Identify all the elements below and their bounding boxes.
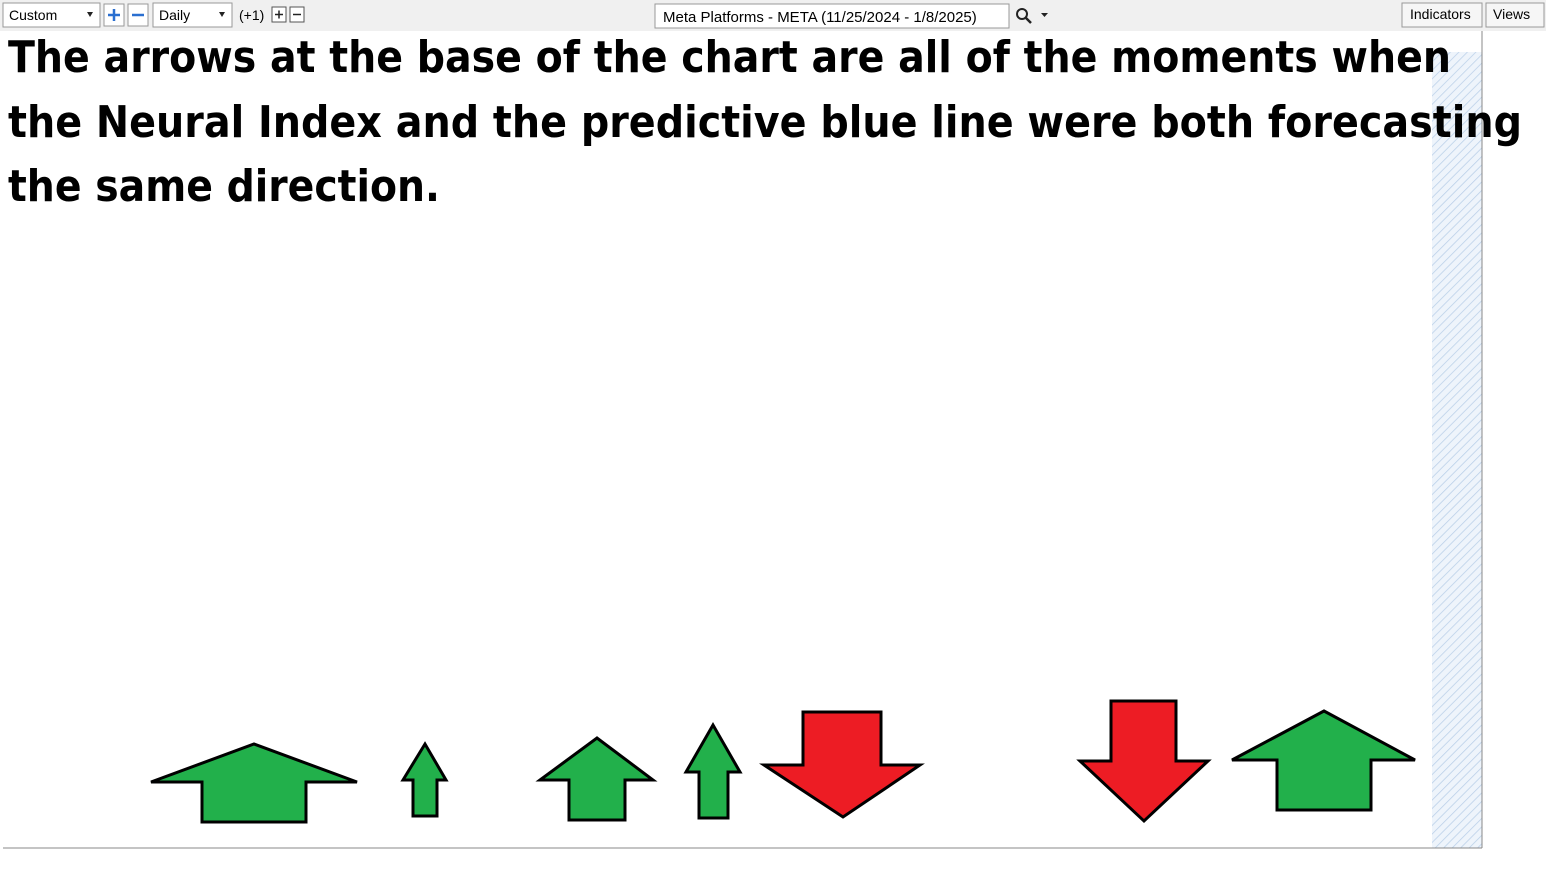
signal-arrows: [150, 699, 1416, 824]
offset-label: (+1): [239, 7, 264, 23]
annotation-line: The arrows at the base of the chart are …: [8, 32, 1451, 83]
period-label: Custom: [9, 7, 57, 23]
up-arrow: [1231, 709, 1416, 812]
interval-label: Daily: [159, 7, 190, 23]
toolbar: Custom Daily (+1) Meta Platforms - META …: [0, 0, 1546, 31]
symbol-title: Meta Platforms - META (11/25/2024 - 1/8/…: [663, 9, 977, 26]
views-label: Views: [1493, 6, 1530, 22]
indicators-button[interactable]: [1401, 2, 1483, 28]
dropdown-icon: [219, 12, 225, 17]
down-arrow: [758, 710, 925, 819]
up-arrow: [535, 736, 658, 822]
dropdown-icon: [1041, 13, 1048, 17]
search-icon[interactable]: [1016, 8, 1028, 20]
annotation: The arrows at the base of the chart are …: [8, 32, 1522, 212]
forecast-zone: [1432, 52, 1482, 848]
period-select[interactable]: [2, 2, 101, 28]
plus-icon: [108, 9, 120, 21]
symbol-box[interactable]: [654, 3, 1010, 29]
down-arrow: [1076, 699, 1212, 824]
annotation-line: the Neural Index and the predictive blue…: [8, 97, 1522, 148]
annotation-line: the same direction.: [8, 161, 440, 212]
up-arrow: [683, 721, 743, 820]
views-button[interactable]: [1485, 2, 1545, 28]
up-arrow: [400, 741, 449, 818]
search-icon-handle: [1025, 17, 1032, 24]
plus-icon: [275, 10, 283, 19]
up-arrow: [150, 742, 358, 824]
dropdown-icon: [87, 12, 93, 17]
interval-select[interactable]: [152, 2, 233, 28]
indicators-label: Indicators: [1410, 6, 1471, 22]
